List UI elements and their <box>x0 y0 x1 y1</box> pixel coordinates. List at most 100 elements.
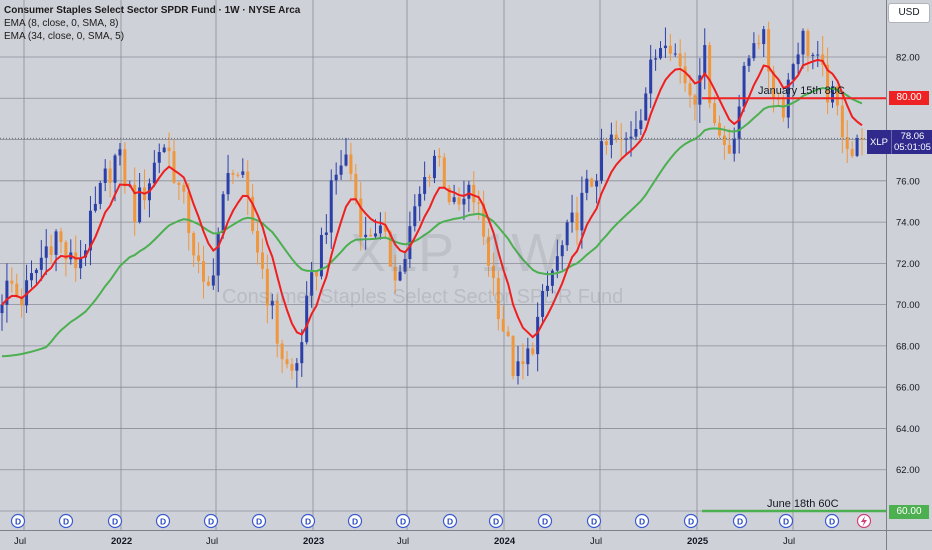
candle-body[interactable] <box>452 197 456 202</box>
candle-body[interactable] <box>555 256 559 271</box>
candle-body[interactable] <box>378 225 382 234</box>
candle-body[interactable] <box>93 203 97 211</box>
candle-body[interactable] <box>629 136 633 139</box>
candle-body[interactable] <box>354 173 358 199</box>
candle-body[interactable] <box>108 168 112 183</box>
candle-body[interactable] <box>663 45 667 49</box>
candle-body[interactable] <box>477 202 481 204</box>
candle-body[interactable] <box>310 272 314 296</box>
candle-body[interactable] <box>590 178 594 187</box>
candle-body[interactable] <box>580 192 584 231</box>
currency-button[interactable]: USD <box>888 3 930 23</box>
dividend-marker[interactable] <box>347 513 363 529</box>
candle-body[interactable] <box>737 106 741 139</box>
candle-body[interactable] <box>256 231 260 253</box>
candle-body[interactable] <box>644 93 648 121</box>
candle-body[interactable] <box>157 152 161 163</box>
candle-body[interactable] <box>545 285 549 291</box>
candle-body[interactable] <box>84 250 88 258</box>
candle-body[interactable] <box>845 137 849 150</box>
candle-body[interactable] <box>216 233 220 276</box>
candle-body[interactable] <box>285 359 289 365</box>
candle-body[interactable] <box>855 138 859 156</box>
candle-body[interactable] <box>496 278 500 320</box>
candle-body[interactable] <box>678 53 682 67</box>
candle-body[interactable] <box>152 162 156 184</box>
candle-body[interactable] <box>226 173 230 195</box>
candle-body[interactable] <box>123 149 127 187</box>
candle-body[interactable] <box>133 184 137 223</box>
candle-body[interactable] <box>182 184 186 192</box>
candle-body[interactable] <box>639 120 643 130</box>
candle-body[interactable] <box>329 180 333 233</box>
dividend-marker[interactable] <box>107 513 123 529</box>
plot-area[interactable] <box>0 0 886 530</box>
dividend-marker[interactable] <box>778 513 794 529</box>
candle-body[interactable] <box>840 105 844 138</box>
candle-body[interactable] <box>703 45 707 76</box>
candle-body[interactable] <box>831 86 835 103</box>
candle-body[interactable] <box>654 58 658 60</box>
candle-body[interactable] <box>595 180 599 187</box>
candle-body[interactable] <box>339 165 343 175</box>
candle-body[interactable] <box>138 187 142 223</box>
candle-body[interactable] <box>521 361 525 365</box>
candle-body[interactable] <box>850 149 854 156</box>
candle-body[interactable] <box>604 141 608 145</box>
candle-body[interactable] <box>772 71 776 99</box>
candle-body[interactable] <box>649 59 653 94</box>
candle-body[interactable] <box>319 234 323 277</box>
candle-body[interactable] <box>634 129 638 137</box>
candle-body[interactable] <box>791 64 795 80</box>
dividend-marker[interactable] <box>634 513 650 529</box>
candle-body[interactable] <box>560 245 564 257</box>
candle-body[interactable] <box>59 231 63 243</box>
candle-body[interactable] <box>39 257 43 270</box>
candle-body[interactable] <box>172 151 176 183</box>
candle-body[interactable] <box>487 236 491 266</box>
candle-body[interactable] <box>364 234 368 237</box>
candle-body[interactable] <box>162 147 166 153</box>
candle-body[interactable] <box>698 75 702 105</box>
candle-body[interactable] <box>801 30 805 55</box>
candle-body[interactable] <box>614 134 618 140</box>
candle-body[interactable] <box>334 174 338 181</box>
candle-body[interactable] <box>241 171 245 175</box>
candle-body[interactable] <box>796 54 800 65</box>
dividend-marker[interactable] <box>442 513 458 529</box>
candle-body[interactable] <box>536 316 540 355</box>
candle-body[interactable] <box>315 272 319 277</box>
dividend-marker[interactable] <box>251 513 267 529</box>
candle-body[interactable] <box>767 29 771 72</box>
candle-body[interactable] <box>659 48 663 59</box>
dividend-marker[interactable] <box>732 513 748 529</box>
candle-body[interactable] <box>251 196 255 232</box>
candle-body[interactable] <box>575 212 579 231</box>
candle-body[interactable] <box>826 64 830 103</box>
candle-body[interactable] <box>54 231 58 255</box>
candle-body[interactable] <box>816 54 820 56</box>
dividend-marker[interactable] <box>395 513 411 529</box>
candle-body[interactable] <box>447 188 451 202</box>
candle-body[interactable] <box>383 225 387 232</box>
candle-body[interactable] <box>526 348 530 365</box>
candle-body[interactable] <box>501 319 505 332</box>
candle-body[interactable] <box>821 54 825 65</box>
candle-body[interactable] <box>811 54 815 56</box>
candle-body[interactable] <box>369 234 373 237</box>
candle-body[interactable] <box>442 157 446 189</box>
candle-body[interactable] <box>806 30 810 56</box>
candle-body[interactable] <box>713 103 717 123</box>
candle-body[interactable] <box>74 252 78 269</box>
candle-body[interactable] <box>34 269 38 274</box>
candle-body[interactable] <box>44 246 48 258</box>
candle-body[interactable] <box>467 184 471 199</box>
candle-body[interactable] <box>506 331 510 337</box>
candle-body[interactable] <box>570 212 574 223</box>
candle-body[interactable] <box>113 155 117 183</box>
candle-body[interactable] <box>305 295 309 343</box>
candle-body[interactable] <box>280 343 284 360</box>
candle-body[interactable] <box>5 280 9 305</box>
candle-body[interactable] <box>167 147 171 152</box>
